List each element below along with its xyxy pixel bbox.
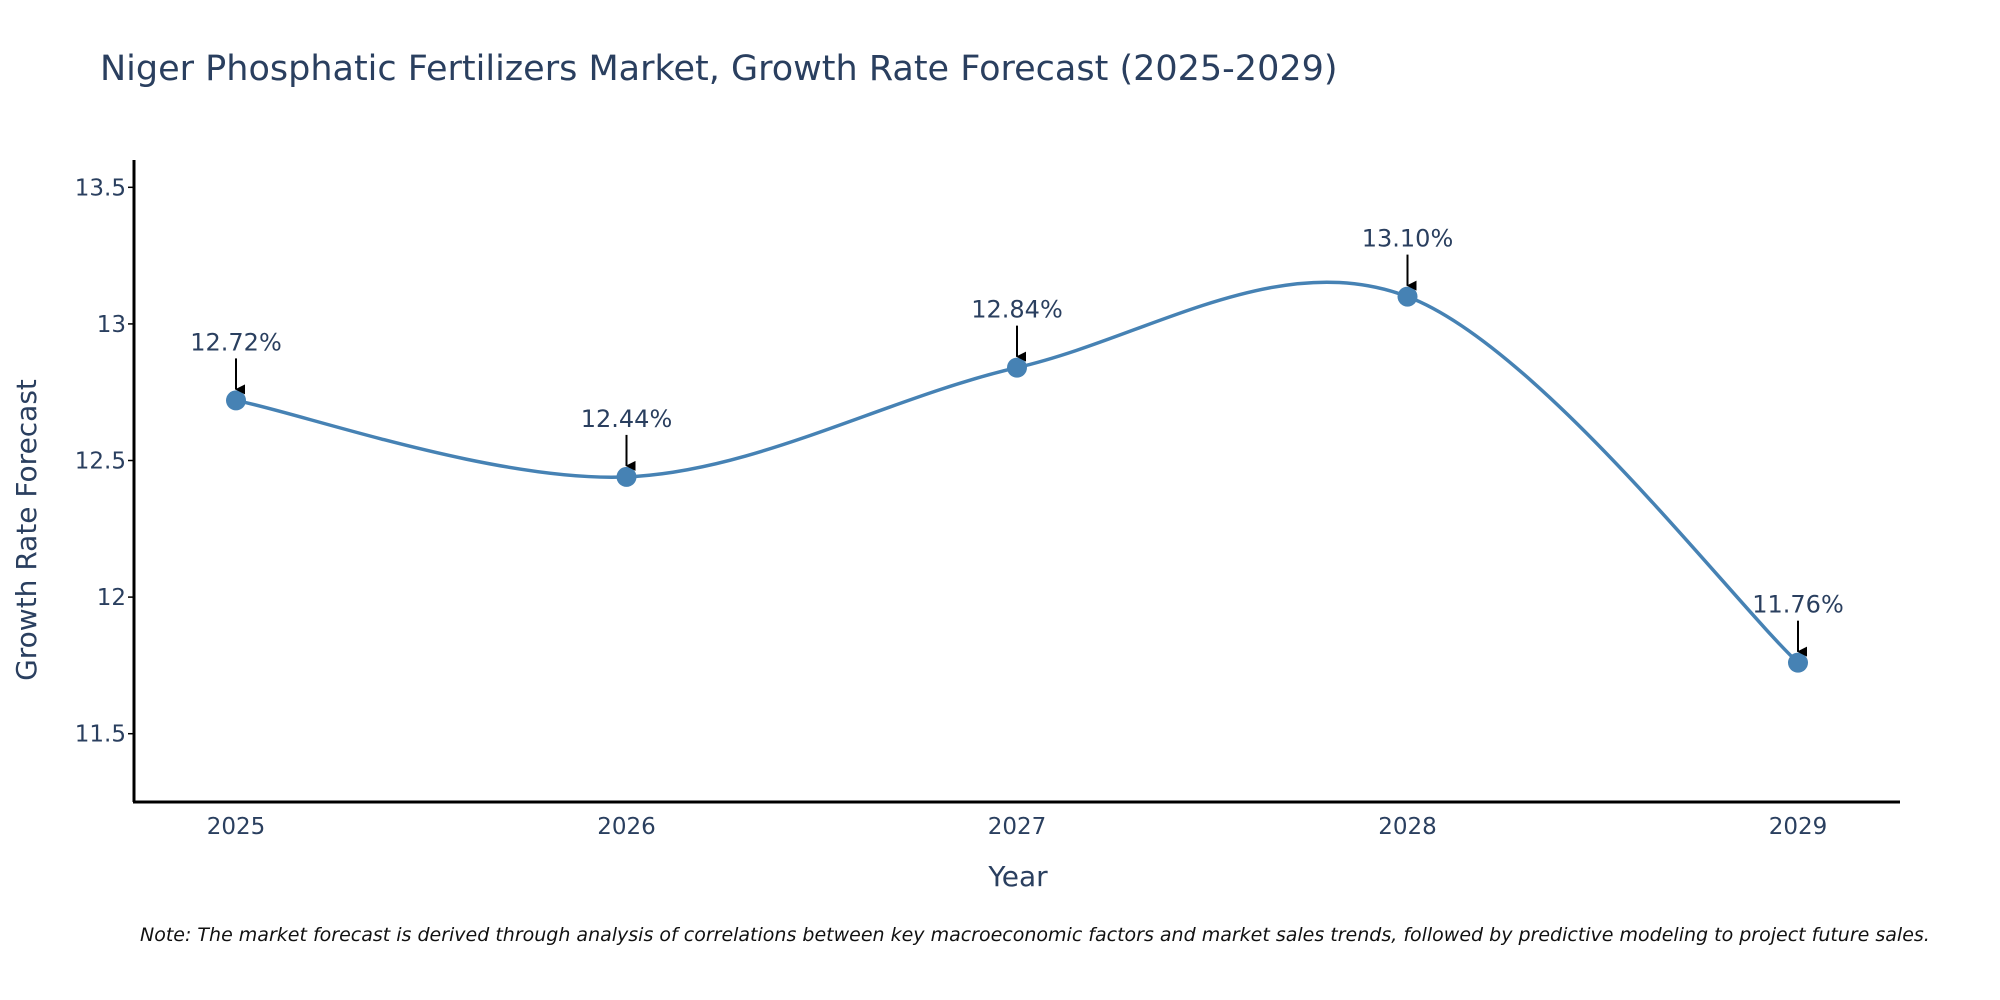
y-tick-label: 13 [97, 312, 126, 338]
data-point [1007, 357, 1027, 378]
data-label: 12.84% [971, 296, 1063, 324]
data-label: 13.10% [1362, 225, 1454, 253]
data-label: 12.44% [581, 405, 673, 433]
x-tick-label: 2029 [1769, 814, 1828, 840]
data-points [226, 286, 1808, 673]
x-tick-label: 2026 [597, 814, 656, 840]
chart-title: Niger Phosphatic Fertilizers Market, Gro… [100, 49, 1338, 89]
y-tick-label: 12 [97, 585, 126, 611]
data-point [616, 466, 637, 487]
data-annotations: 12.72% 12.44% 12.84% 13.10% 11.76% [190, 225, 1844, 657]
footnote: Note: The market forecast is derived thr… [140, 924, 1930, 946]
x-tick-label: 2025 [207, 814, 266, 840]
y-tick-label: 11.5 [75, 722, 126, 748]
data-label: 11.76% [1752, 591, 1844, 619]
data-point [1788, 652, 1808, 673]
data-point [1397, 286, 1418, 307]
x-axis-title: Year [987, 860, 1048, 893]
y-axis-title: Growth Rate Forecast [10, 379, 43, 681]
data-label: 12.72% [190, 328, 282, 356]
y-tick-label: 13.5 [75, 175, 126, 201]
x-tick-label: 2027 [988, 814, 1047, 840]
x-tick-label: 2028 [1378, 814, 1437, 840]
data-point [226, 390, 246, 411]
y-axis-ticks: 11.5 12 12.5 13 13.5 [75, 175, 134, 748]
x-axis-ticks: 2025 2026 2027 2028 2029 [207, 814, 1828, 840]
y-tick-label: 12.5 [75, 449, 126, 475]
